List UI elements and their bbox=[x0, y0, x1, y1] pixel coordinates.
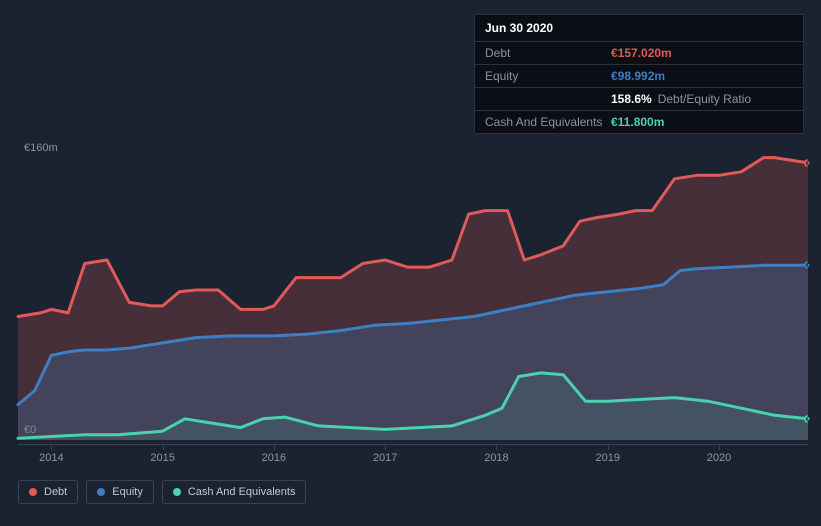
legend-dot bbox=[173, 488, 181, 496]
legend-item-debt[interactable]: Debt bbox=[18, 480, 78, 504]
x-tick-label: 2017 bbox=[373, 452, 397, 464]
legend-item-equity[interactable]: Equity bbox=[86, 480, 154, 504]
x-tick bbox=[608, 444, 609, 450]
tooltip-row-value: 158.6%Debt/Equity Ratio bbox=[611, 92, 751, 106]
x-axis-line bbox=[18, 444, 808, 445]
x-tick bbox=[51, 444, 52, 450]
chart-container: €160m €0 2014201520162017201820192020 Ju… bbox=[0, 0, 821, 526]
legend-label: Equity bbox=[112, 486, 143, 498]
x-tick-label: 2015 bbox=[150, 452, 174, 464]
tooltip-row-label: Equity bbox=[485, 69, 611, 83]
tooltip-row-suffix: Debt/Equity Ratio bbox=[658, 92, 751, 106]
x-tick-label: 2019 bbox=[595, 452, 619, 464]
x-tick-label: 2016 bbox=[262, 452, 286, 464]
tooltip-row-value: €98.992m bbox=[611, 69, 665, 83]
x-tick bbox=[163, 444, 164, 450]
legend-label: Cash And Equivalents bbox=[188, 486, 296, 498]
tooltip-row: Debt€157.020m bbox=[475, 42, 803, 65]
x-tick-label: 2018 bbox=[484, 452, 508, 464]
legend: Debt Equity Cash And Equivalents bbox=[18, 480, 306, 504]
x-tick-label: 2020 bbox=[707, 452, 731, 464]
tooltip-row-value: €11.800m bbox=[611, 115, 664, 129]
x-tick bbox=[385, 444, 386, 450]
x-tick bbox=[719, 444, 720, 450]
legend-label: Debt bbox=[44, 486, 67, 498]
tooltip-row: Cash And Equivalents€11.800m bbox=[475, 111, 803, 133]
x-tick bbox=[274, 444, 275, 450]
tooltip-row: Equity€98.992m bbox=[475, 65, 803, 88]
legend-dot bbox=[97, 488, 105, 496]
tooltip-row: 158.6%Debt/Equity Ratio bbox=[475, 88, 803, 111]
tooltip-row-label: Cash And Equivalents bbox=[485, 115, 611, 129]
tooltip-row-value: €157.020m bbox=[611, 46, 672, 60]
x-tick bbox=[496, 444, 497, 450]
tooltip: Jun 30 2020 Debt€157.020mEquity€98.992m1… bbox=[474, 14, 804, 134]
legend-item-cash-and-equivalents[interactable]: Cash And Equivalents bbox=[162, 480, 307, 504]
tooltip-row-label bbox=[485, 92, 611, 106]
legend-dot bbox=[29, 488, 37, 496]
tooltip-row-label: Debt bbox=[485, 46, 611, 60]
x-tick-label: 2014 bbox=[39, 452, 63, 464]
tooltip-date: Jun 30 2020 bbox=[475, 15, 803, 42]
